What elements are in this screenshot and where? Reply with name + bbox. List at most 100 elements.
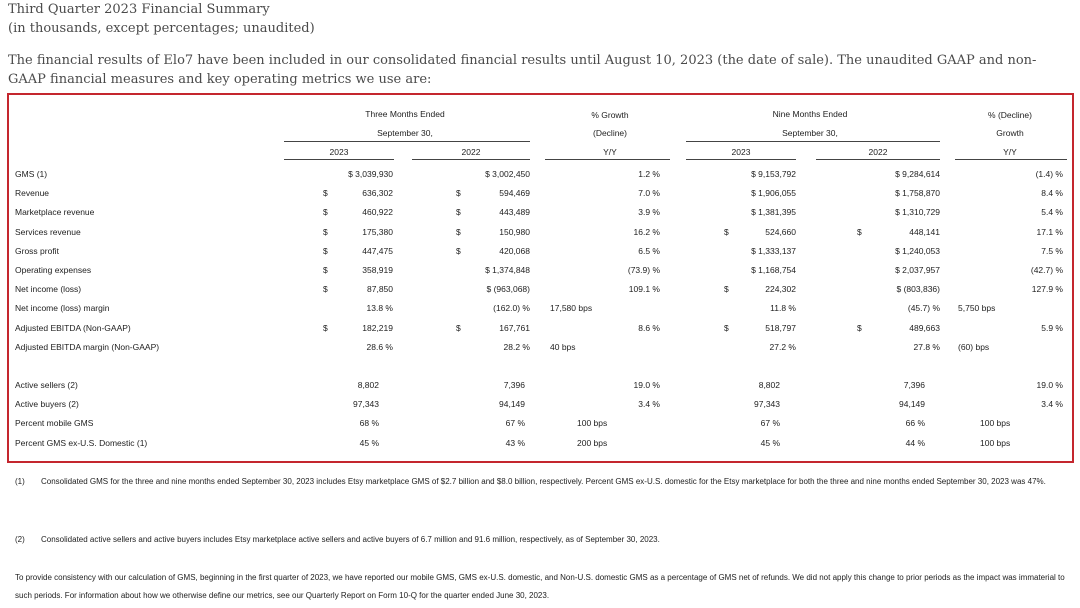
cell-g9: (42.7) % bbox=[1030, 265, 1063, 275]
cell-g9: 5.4 % bbox=[1041, 207, 1063, 218]
row-label: Net income (loss) bbox=[15, 284, 82, 295]
header-three-months-1: Three Months Ended bbox=[365, 109, 445, 119]
cell-g9: (1.4) % bbox=[1035, 169, 1063, 179]
cell-q22d: $ bbox=[456, 207, 461, 218]
cell-n23: $ 1,906,055 bbox=[751, 188, 796, 199]
cell-n23: 524,660 bbox=[765, 226, 796, 237]
header-year-2023-n: 2023 bbox=[731, 147, 751, 157]
row-label: Net income (loss) margin bbox=[15, 303, 110, 314]
financial-table-frame bbox=[7, 93, 1074, 463]
cell-g3: 3.4 % bbox=[638, 399, 660, 410]
header-nine-months-2: September 30, bbox=[782, 128, 838, 138]
cell-n22: $ 1,240,053 bbox=[895, 245, 940, 256]
cell-g9: 5.9 % bbox=[1041, 322, 1063, 333]
cell-q23: 28.6 % bbox=[366, 341, 393, 352]
row-label: Percent GMS ex-U.S. Domestic (1) bbox=[15, 437, 148, 448]
cell-q22: $ 3,002,450 bbox=[485, 169, 530, 179]
footnote-2-marker: (2) bbox=[15, 535, 25, 544]
cell-g3: (73.9) % bbox=[627, 265, 660, 275]
cell-n23: 8,802 bbox=[758, 380, 780, 390]
cell-q23d: $ bbox=[323, 245, 328, 256]
cell-n23: 45 % bbox=[760, 437, 780, 448]
cell-g9b: 100 bps bbox=[980, 437, 1011, 448]
rule-2023-n bbox=[686, 159, 796, 160]
cell-g9: 17.1 % bbox=[1036, 226, 1063, 237]
cell-q22: 167,761 bbox=[499, 322, 530, 333]
page-subtitle: (in thousands, except percentages; unaud… bbox=[8, 21, 315, 36]
table-row: Adjusted EBITDA margin (Non-GAAP) 28.6 % 2… bbox=[15, 338, 1073, 357]
table-row: Gross profit $447,475 $420,068 6.5 % $ 1,333… bbox=[15, 242, 1073, 261]
cell-q23: 45 % bbox=[359, 437, 379, 448]
table-row: GMS (1) $ 3,039,930 $ 3,002,450 1.2 % $ 9,15… bbox=[15, 165, 1073, 184]
cell-n23: 97,343 bbox=[754, 399, 780, 410]
cell-g9: 7.5 % bbox=[1041, 245, 1063, 256]
cell-q22: (162.0) % bbox=[493, 303, 530, 314]
footnote-1-marker: (1) bbox=[15, 477, 25, 486]
row-label: Revenue bbox=[15, 188, 50, 199]
cell-g3: 3.9 % bbox=[638, 207, 660, 218]
cell-q23d: $ bbox=[323, 188, 328, 199]
cell-g9: 8.4 % bbox=[1041, 188, 1063, 199]
cell-q22: 420,068 bbox=[499, 245, 530, 256]
cell-n23: $ 1,168,754 bbox=[751, 265, 796, 275]
footnote-2: (2) Consolidated active sellers and acti… bbox=[15, 531, 1070, 549]
cell-g3: 1.2 % bbox=[638, 169, 660, 179]
header-nine-months-1: Nine Months Ended bbox=[772, 109, 848, 119]
header-decline-1: % (Decline) bbox=[988, 110, 1032, 120]
cell-g3b: 200 bps bbox=[577, 437, 608, 448]
cell-g3b: 100 bps bbox=[577, 418, 608, 429]
header-rule-nine-months bbox=[686, 141, 940, 142]
row-label: Percent mobile GMS bbox=[15, 418, 94, 429]
header-rule-three-months bbox=[284, 141, 530, 142]
row-label: GMS (1) bbox=[15, 169, 48, 179]
table-row: Adjusted EBITDA (Non-GAAP) $182,219 $167,7… bbox=[15, 319, 1073, 338]
cell-g3b: 40 bps bbox=[550, 341, 576, 352]
header-year-2022-n: 2022 bbox=[868, 147, 888, 157]
cell-n22: $ 2,037,957 bbox=[895, 265, 940, 275]
cell-n22: 44 % bbox=[905, 437, 925, 448]
cell-q23: 87,850 bbox=[367, 284, 393, 295]
closing-note: To provide consistency with our calculat… bbox=[15, 573, 1065, 600]
cell-n22: (45.7) % bbox=[907, 303, 940, 314]
metric-row: Percent GMS ex-U.S. Domestic (1) 45 % 43 %… bbox=[15, 434, 1073, 453]
table-row: Revenue $636,302 $594,469 7.0 % $ 1,906,055 $… bbox=[15, 184, 1073, 203]
cell-g3: 6.5 % bbox=[638, 245, 660, 256]
cell-q23: 182,219 bbox=[362, 322, 393, 333]
rule-growth-q bbox=[545, 159, 670, 160]
cell-g3: 8.6 % bbox=[638, 322, 660, 333]
cell-g3: 109.1 % bbox=[628, 284, 660, 295]
cell-q23: $ 3,039,930 bbox=[348, 169, 393, 179]
header-decline-2: Growth bbox=[996, 128, 1024, 138]
row-label: Adjusted EBITDA (Non-GAAP) bbox=[15, 322, 131, 333]
row-label: Active sellers (2) bbox=[15, 380, 78, 390]
row-label: Gross profit bbox=[15, 245, 59, 256]
cell-n23: $ 1,381,395 bbox=[751, 207, 796, 218]
footnote-2-text: Consolidated active sellers and active b… bbox=[41, 535, 660, 544]
row-label: Operating expenses bbox=[15, 265, 92, 275]
cell-q23: 97,343 bbox=[353, 399, 379, 410]
cell-n22: 66 % bbox=[905, 418, 925, 429]
cell-n22: 94,149 bbox=[899, 399, 925, 410]
row-label: Marketplace revenue bbox=[15, 207, 95, 218]
table-row: Marketplace revenue $460,922 $443,489 3.9 %… bbox=[15, 203, 1073, 222]
cell-g3: 16.2 % bbox=[633, 226, 660, 237]
row-label: Active buyers (2) bbox=[15, 399, 79, 410]
cell-q22d: $ bbox=[456, 245, 461, 256]
cell-q23: 460,922 bbox=[362, 207, 393, 218]
cell-q23: 13.8 % bbox=[366, 303, 393, 314]
cell-g9: 3.4 % bbox=[1041, 399, 1063, 410]
cell-q23: 8,802 bbox=[357, 380, 379, 390]
cell-n23: 67 % bbox=[760, 418, 780, 429]
intro-paragraph: The financial results of Elo7 have been … bbox=[8, 53, 1037, 87]
footnote-1: (1) Consolidated GMS for the three and n… bbox=[15, 473, 1070, 509]
cell-q22: 443,489 bbox=[499, 207, 530, 218]
cell-q23d: $ bbox=[323, 207, 328, 218]
metric-row: Percent mobile GMS 68 % 67 % 100 bps 67 % 66 … bbox=[15, 414, 1073, 433]
cell-q23: 68 % bbox=[359, 418, 379, 429]
cell-q23d: $ bbox=[323, 265, 328, 275]
cell-n22: $ 1,310,729 bbox=[895, 207, 940, 218]
cell-n23: $ 1,333,137 bbox=[751, 245, 796, 256]
cell-n22d: $ bbox=[857, 226, 862, 237]
cell-n23: 518,797 bbox=[765, 322, 796, 333]
header-year-2022-q: 2022 bbox=[461, 147, 481, 157]
